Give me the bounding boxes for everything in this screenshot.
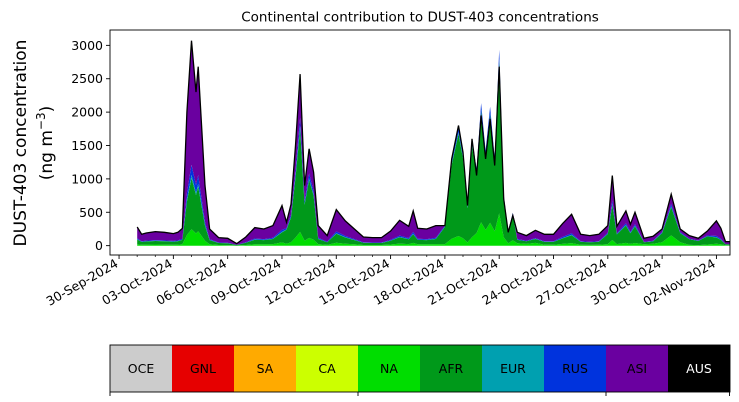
series-area-eur <box>137 58 730 246</box>
legend-swatch-eur <box>482 345 544 392</box>
legend: OCE GNL SA CA NA AFR EUR RUS ASI AUS <box>109 344 731 396</box>
legend-swatch-gnl <box>172 345 234 392</box>
series-area-asi <box>137 40 730 245</box>
legend-swatch-asi <box>606 345 668 392</box>
y-axis-label: DUST-403 concentration <box>11 40 31 247</box>
y-axis-label-sup: −3 <box>34 112 48 130</box>
legend-label-ca: CA <box>318 361 336 376</box>
chart-title: Continental contribution to DUST-403 con… <box>241 10 599 26</box>
y-tick-label: 1500 <box>71 138 103 153</box>
legend-swatch-na <box>358 345 420 392</box>
legend-label-na: NA <box>380 361 398 376</box>
legend-swatch-sa <box>234 345 296 392</box>
y-axis-label-units: (ng m−3) <box>34 106 57 181</box>
x-axis: 30-Sep-202403-Oct-202406-Oct-202409-Oct-… <box>43 255 718 309</box>
legend-label-sa: SA <box>257 361 274 376</box>
series-area-rus <box>137 49 730 246</box>
y-tick-label: 3000 <box>71 38 103 53</box>
legend-label-eur: EUR <box>500 361 526 376</box>
y-tick-label: 2000 <box>71 105 103 120</box>
y-tick-label: 2500 <box>71 71 103 86</box>
legend-label-gnl: GNL <box>190 361 216 376</box>
legend-swatch-ca <box>296 345 358 392</box>
y-tick-label: 0 <box>95 238 103 253</box>
legend-frame <box>109 344 731 393</box>
series-area-afr <box>137 61 730 246</box>
plot-area <box>109 29 731 256</box>
y-axis-label-line1: DUST-403 concentration <box>11 40 31 247</box>
series-area-na <box>137 213 730 246</box>
plot-frame <box>109 29 731 256</box>
legend-swatch-afr <box>420 345 482 392</box>
legend-label-oce: OCE <box>128 361 155 376</box>
legend-label-asi: ASI <box>627 361 647 376</box>
legend-label-rus: RUS <box>562 361 588 376</box>
y-tick-label: 500 <box>79 205 103 220</box>
legend-label-aus: AUS <box>686 361 712 376</box>
y-axis: 0 500 1000 1500 2000 2500 3000 <box>71 38 110 253</box>
total-outline-line <box>136 40 730 245</box>
y-axis-label-end: ) <box>37 106 57 113</box>
legend-swatch-oce <box>110 345 172 392</box>
y-tick-label: 1000 <box>71 171 103 186</box>
legend-swatch-aus <box>668 345 730 392</box>
legend-swatch-rus <box>544 345 606 392</box>
legend-label-afr: AFR <box>439 361 464 376</box>
